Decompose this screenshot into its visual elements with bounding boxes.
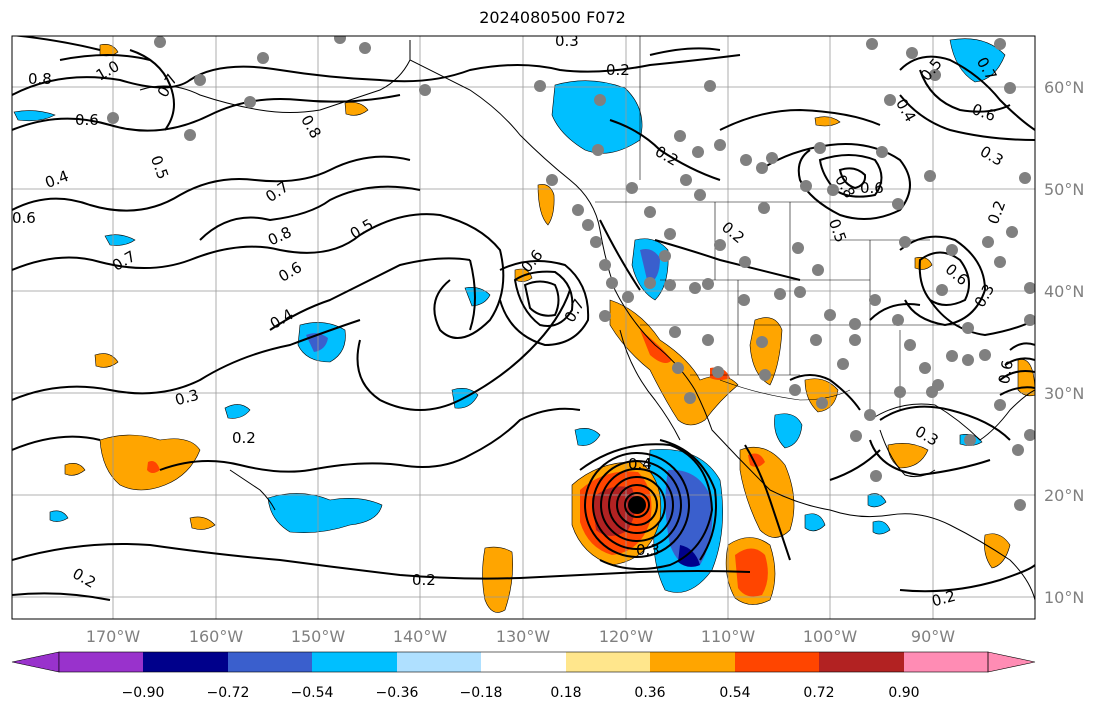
map-border <box>11 35 1036 620</box>
svg-text:0.6: 0.6 <box>995 359 1017 386</box>
lon-label: 170°W <box>86 627 141 646</box>
lon-label: 120°W <box>599 627 654 646</box>
lat-label: 30°N <box>1044 384 1084 403</box>
map-plot-area: 0.3 0.2 1.0 0.8 0.7 0.6 0.5 0.4 0.6 0.8 … <box>12 32 1035 619</box>
colorbar-segment <box>904 652 988 672</box>
lat-label: 10°N <box>1044 588 1084 607</box>
map-title: 2024080500 F072 <box>479 8 626 27</box>
station-dots <box>107 36 1035 511</box>
colorbar-tick-label: −0.36 <box>376 685 419 701</box>
colorbar-tick-label: −0.54 <box>291 685 334 701</box>
colorbar: −0.90 −0.72 −0.54 −0.36 −0.18 0.18 0.36 … <box>11 651 1036 701</box>
colorbar-ticks: −0.90 −0.72 −0.54 −0.36 −0.18 0.18 0.36 … <box>122 685 920 701</box>
storm-center-marker <box>628 496 646 514</box>
lon-label: 160°W <box>189 627 244 646</box>
svg-text:0.6: 0.6 <box>860 179 884 197</box>
colorbar-segment <box>819 652 904 672</box>
colorbar-tick-label: −0.72 <box>207 685 250 701</box>
colorbar-tick-label: 0.54 <box>719 685 750 701</box>
colorbar-segment <box>650 652 735 672</box>
svg-text:0.2: 0.2 <box>412 571 436 589</box>
lat-label: 20°N <box>1044 486 1084 505</box>
svg-text:0.2: 0.2 <box>232 429 256 447</box>
colorbar-extend-low <box>11 651 60 673</box>
colorbar-tick-label: 0.36 <box>634 685 665 701</box>
lon-label: 150°W <box>291 627 346 646</box>
lat-label: 60°N <box>1044 78 1084 97</box>
colorbar-segments <box>11 651 1036 673</box>
colorbar-segment <box>735 652 819 672</box>
lon-label: 100°W <box>803 627 858 646</box>
colorbar-segment <box>566 652 650 672</box>
colorbar-tick-label: −0.90 <box>122 685 165 701</box>
lon-label: 140°W <box>393 627 448 646</box>
colorbar-segment <box>312 652 397 672</box>
colorbar-tick-label: 0.18 <box>550 685 581 701</box>
lon-label: 130°W <box>496 627 551 646</box>
svg-text:0.8: 0.8 <box>28 70 52 88</box>
lat-label: 40°N <box>1044 282 1084 301</box>
colorbar-extend-high <box>987 651 1036 673</box>
svg-text:0.3: 0.3 <box>173 386 201 410</box>
lon-label: 110°W <box>701 627 756 646</box>
svg-text:0.3: 0.3 <box>636 541 660 559</box>
colorbar-segment <box>481 652 566 672</box>
lon-label: 90°W <box>911 627 955 646</box>
lat-label: 50°N <box>1044 180 1084 199</box>
svg-text:0.3: 0.3 <box>555 32 579 50</box>
svg-text:0.2: 0.2 <box>606 61 630 79</box>
colorbar-segment <box>397 652 481 672</box>
contour-lines <box>12 36 1035 601</box>
colorbar-tick-label: 0.72 <box>803 685 834 701</box>
colorbar-segment <box>143 652 228 672</box>
colorbar-tick-label: −0.18 <box>460 685 503 701</box>
svg-text:0.6: 0.6 <box>12 209 36 227</box>
latitude-axis: 60°N 50°N 40°N 30°N 20°N 10°N <box>1044 78 1084 607</box>
colorbar-segment <box>59 652 143 672</box>
svg-text:0.4: 0.4 <box>628 455 652 473</box>
colorbar-tick-label: 0.90 <box>888 685 919 701</box>
colorbar-border <box>58 651 989 673</box>
longitude-axis: 170°W 160°W 150°W 140°W 130°W 120°W 110°… <box>86 627 955 646</box>
svg-text:0.2: 0.2 <box>930 587 958 611</box>
svg-text:0.6: 0.6 <box>75 111 99 129</box>
graticule <box>12 36 1035 619</box>
colorbar-segment <box>228 652 312 672</box>
